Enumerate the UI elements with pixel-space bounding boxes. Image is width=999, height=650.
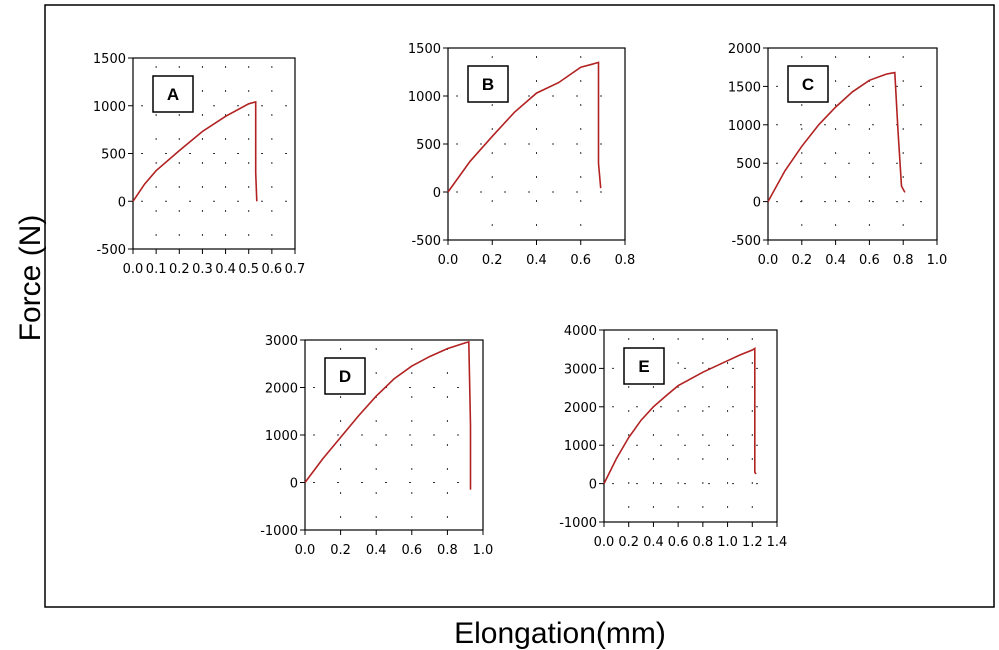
x-tick-label: 0.2 [169, 262, 190, 277]
y-tick-label: 1000 [408, 90, 441, 105]
x-tick-label: 0.1 [146, 262, 167, 277]
x-tick-label: 0.6 [668, 535, 689, 550]
x-tick-label: 0.4 [825, 253, 846, 268]
chart-panel-d: -1000 0 1000 2000 3000 0.0 0.2 0.4 0.6 0.8 1.0 D [260, 334, 493, 558]
x-tick-label: 0.4 [215, 262, 236, 277]
y-tick-label: 2000 [265, 382, 298, 397]
x-tick-label: 0.2 [482, 253, 503, 268]
x-tick-label: 0.0 [123, 262, 144, 277]
x-tick-label: 0.2 [618, 535, 639, 550]
y-tick-label: 500 [101, 148, 126, 163]
x-tick-label: 0.3 [192, 262, 213, 277]
x-tick-label: 0.4 [643, 535, 664, 550]
y-tick-label: -500 [96, 243, 126, 258]
force-elongation-line [603, 346, 757, 484]
force-elongation-line [304, 340, 472, 490]
panel-label-box [324, 357, 366, 395]
force-elongation-line [447, 61, 602, 193]
x-tick-label: 1.0 [927, 253, 948, 268]
y-tick-label: 2000 [564, 401, 597, 416]
y-tick-label: 1500 [93, 52, 126, 67]
x-tick-label: 0.0 [594, 535, 615, 550]
y-tick-label: 0 [290, 477, 298, 492]
x-tick-label: 0.6 [262, 262, 283, 277]
y-tick-label: 2000 [728, 42, 761, 57]
y-tick-label: 0 [753, 196, 761, 211]
figure-frame [44, 4, 995, 608]
panel-label: E [638, 357, 649, 376]
y-tick-label: 0 [589, 478, 597, 493]
x-tick-label: 1.0 [717, 535, 738, 550]
y-tick-label: 1500 [728, 80, 761, 95]
chart-panel-c: -500 0 500 1000 1500 2000 0.0 0.2 0.4 0.6 0.8 1.0 C [728, 42, 947, 268]
panel-label-box [152, 75, 194, 113]
x-tick-label: 0.8 [615, 253, 636, 268]
y-tick-label: 1000 [265, 429, 298, 444]
y-tick-label: 3000 [265, 334, 298, 349]
x-tick-label: 0.6 [859, 253, 880, 268]
panel-label: D [339, 367, 351, 386]
force-elongation-line [767, 71, 906, 202]
x-axis-label: Elongation(mm) [454, 617, 666, 650]
y-tick-label: -500 [731, 234, 761, 249]
chart-panel-e: -1000 0 1000 2000 3000 4000 0.0 0.2 0.4 0.6 0.8 1.0… [559, 324, 787, 550]
x-tick-label: 0.5 [238, 262, 259, 277]
y-tick-label: 0 [118, 195, 126, 210]
x-tick-label: 0.4 [366, 543, 387, 558]
x-tick-label: 0.2 [330, 543, 351, 558]
y-tick-label: 500 [736, 157, 761, 172]
panel-label: B [482, 75, 494, 94]
y-tick-label: -1000 [260, 524, 298, 539]
x-tick-label: 0.8 [437, 543, 458, 558]
x-tick-label: 0.8 [693, 535, 714, 550]
chart-panel-a: -500 0 500 1000 1500 0.0 0.1 0.2 0.3 0.4 0.5 0.6 0.7… [93, 52, 305, 277]
y-tick-label: 500 [416, 138, 441, 153]
x-tick-label: 0.4 [526, 253, 547, 268]
panel-label-box [787, 65, 829, 103]
y-tick-label: 1000 [93, 100, 126, 115]
y-tick-label: 4000 [564, 324, 597, 339]
y-tick-label: -1000 [559, 516, 597, 531]
x-tick-label: 0.7 [285, 262, 306, 277]
force-elongation-line [132, 100, 258, 202]
x-tick-label: 0.6 [401, 543, 422, 558]
x-tick-label: 0.8 [893, 253, 914, 268]
y-tick-label: 1000 [728, 119, 761, 134]
y-tick-label: 0 [433, 186, 441, 201]
panel-label: C [802, 75, 814, 94]
y-tick-label: 1000 [564, 439, 597, 454]
x-tick-label: 1.4 [767, 535, 788, 550]
x-tick-label: 0.6 [570, 253, 591, 268]
y-tick-label: -500 [411, 234, 441, 249]
x-tick-label: 1.2 [742, 535, 763, 550]
x-tick-label: 0.0 [295, 543, 316, 558]
x-tick-label: 0.2 [791, 253, 812, 268]
y-tick-label: 3000 [564, 362, 597, 377]
panel-label: A [167, 85, 179, 104]
x-tick-label: 1.0 [473, 543, 494, 558]
panel-label-box [623, 347, 665, 385]
y-tick-label: 1500 [408, 42, 441, 57]
x-tick-label: 0.0 [758, 253, 779, 268]
x-tick-label: 0.0 [438, 253, 459, 268]
y-axis-label: Force (N) [14, 215, 47, 342]
chart-panel-b: -500 0 500 1000 1500 0.0 0.2 0.4 0.6 0.8 B [408, 42, 635, 268]
panel-label-box [467, 65, 509, 103]
